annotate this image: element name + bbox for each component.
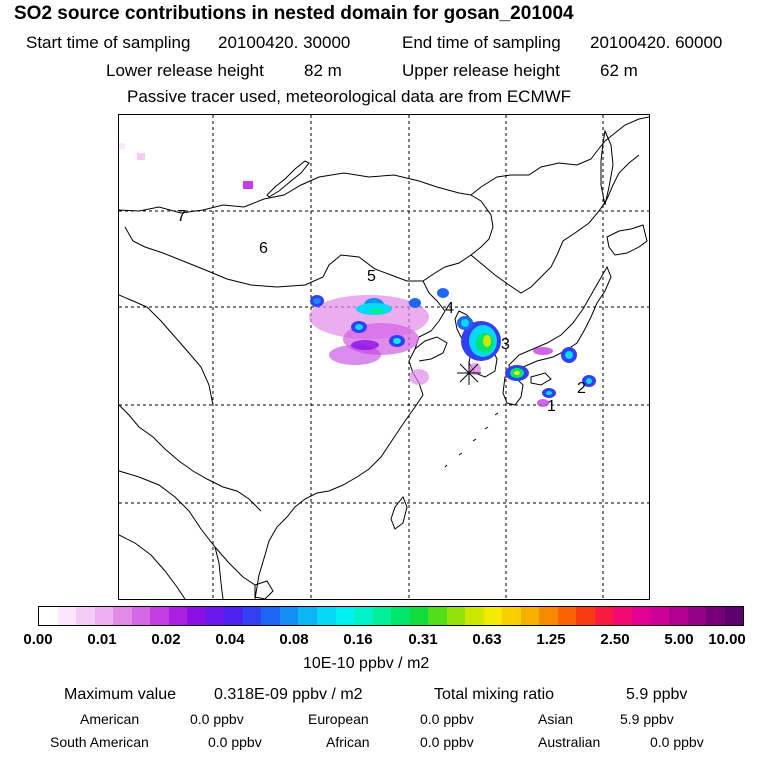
colorbar-segment: [650, 607, 670, 625]
colorbar-segment: [446, 607, 466, 625]
colorbar-tick: 0.08: [279, 631, 309, 648]
colorbar-segment: [57, 607, 77, 625]
colorbar-tick: 2.50: [600, 631, 630, 648]
colorbar-segment: [76, 607, 95, 625]
colorbar-segment: [335, 607, 355, 625]
south-american-label: South American: [50, 734, 149, 750]
australian-value: 0.0 ppbv: [650, 734, 704, 750]
colorbar-tick: 0.04: [215, 631, 245, 648]
european-label: European: [308, 711, 369, 727]
colorbar-segment: [113, 607, 132, 625]
colorbar-tick: 1.25: [536, 631, 566, 648]
colorbar-segment: [502, 607, 521, 625]
total-mixing-value: 5.9 ppbv: [626, 686, 688, 703]
colorbar-segment: [94, 607, 114, 625]
tracer-note: Passive tracer used, meteorological data…: [127, 87, 572, 106]
colorbar-segment: [279, 607, 299, 625]
colorbar-segment: [520, 607, 540, 625]
colorbar-tick: 0.02: [151, 631, 181, 648]
lower-height-label: Lower release height: [106, 61, 264, 80]
colorbar-segment: [131, 607, 151, 625]
colorbar-segment: [465, 607, 484, 625]
upper-height-label: Upper release height: [402, 61, 560, 80]
australian-label: Australian: [538, 734, 601, 750]
colorbar-segment: [168, 607, 188, 625]
region-labels: 7 6 5 4 3 2 1: [177, 208, 586, 415]
receptor-asterisk-marker: [457, 361, 481, 385]
region-label-1: 1: [547, 398, 556, 415]
colorbar-segment: [669, 607, 688, 625]
colorbar-segment: [391, 607, 410, 625]
african-label: African: [326, 734, 370, 750]
colorbar-segment: [316, 607, 336, 625]
colorbar-segment: [39, 607, 58, 625]
total-mixing-label: Total mixing ratio: [434, 686, 555, 703]
colorbar-segment: [613, 607, 632, 625]
chart-title: SO2 source contributions in nested domai…: [14, 3, 574, 24]
african-value: 0.0 ppbv: [420, 734, 474, 750]
colorbar-tick: 0.31: [408, 631, 438, 648]
colorbar-segment: [354, 607, 373, 625]
colorbar-segment: [242, 607, 262, 625]
asian-label: Asian: [538, 711, 574, 727]
map-panel[interactable]: 7 6 5 4 3 2 1: [118, 114, 650, 600]
colorbar-segment: [224, 607, 243, 625]
colorbar-tick: 0.16: [343, 631, 373, 648]
colorbar-segment: [205, 607, 225, 625]
colorbar-segment: [724, 607, 744, 625]
region-label-2: 2: [577, 380, 586, 397]
colorbar-segment: [187, 607, 206, 625]
so2-plume-field: [119, 143, 596, 407]
colorbar-segment: [409, 607, 429, 625]
region-label-3: 3: [501, 336, 510, 353]
american-value: 0.0 ppbv: [190, 711, 244, 727]
start-time-label: Start time of sampling: [26, 33, 191, 52]
region-label-4: 4: [445, 300, 454, 317]
colorbar-segment: [372, 607, 392, 625]
region-label-7: 7: [177, 208, 186, 225]
colorbar-segment: [428, 607, 447, 625]
colorbar-segment: [150, 607, 169, 625]
colorbar: [38, 606, 744, 626]
colorbar-tick: 0.63: [472, 631, 502, 648]
colorbar-segment: [576, 607, 595, 625]
upper-height-value: 62 m: [600, 61, 638, 80]
colorbar-unit: 10E-10 ppbv / m2: [303, 655, 430, 672]
region-label-5: 5: [367, 268, 376, 285]
asian-value: 5.9 ppbv: [620, 711, 674, 727]
end-time-label: End time of sampling: [402, 33, 561, 52]
colorbar-segment: [706, 607, 725, 625]
colorbar-tick: 0.01: [87, 631, 117, 648]
max-value-label: Maximum value: [64, 686, 177, 703]
colorbar-tick: 5.00: [664, 631, 694, 648]
colorbar-segment: [687, 607, 707, 625]
max-value: 0.318E-09 ppbv / m2: [214, 686, 363, 703]
colorbar-segment: [298, 607, 317, 625]
american-label: American: [80, 711, 140, 727]
colorbar-segment: [632, 607, 651, 625]
colorbar-tick: 0.00: [23, 631, 53, 648]
colorbar-segment: [261, 607, 280, 625]
region-label-6: 6: [259, 240, 268, 257]
lower-height-value: 82 m: [304, 61, 342, 80]
colorbar-segment: [539, 607, 558, 625]
end-time-value: 20100420. 60000: [590, 33, 723, 52]
south-american-value: 0.0 ppbv: [208, 734, 262, 750]
map-canvas: 7 6 5 4 3 2 1: [119, 115, 649, 599]
european-value: 0.0 ppbv: [420, 711, 474, 727]
colorbar-segment: [594, 607, 614, 625]
colorbar-segment: [557, 607, 577, 625]
colorbar-segment: [483, 607, 503, 625]
start-time-value: 20100420. 30000: [218, 33, 351, 52]
colorbar-tick: 10.00: [708, 631, 746, 648]
